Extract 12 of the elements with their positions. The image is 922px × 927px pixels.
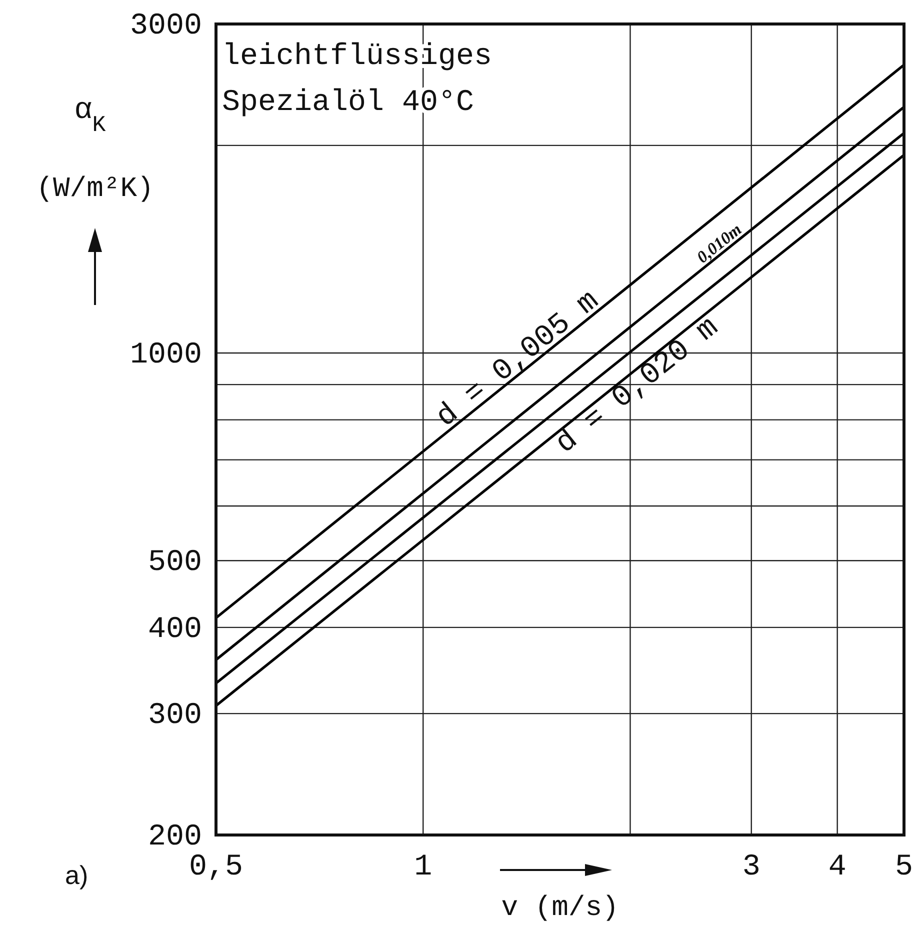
- text: α$_{K}$ (W/m²K): [36, 94, 154, 205]
- x-axis-title: v (m/s): [501, 893, 619, 924]
- y-tick-label: 500: [148, 546, 202, 580]
- x-tick-label: 5: [894, 850, 914, 884]
- x-tick-label: 3: [742, 850, 760, 884]
- y-tick-label: 400: [148, 613, 202, 648]
- x-tick-label: 4: [828, 850, 846, 884]
- text: a): [65, 860, 88, 890]
- y-tick-label: 3000: [130, 10, 202, 44]
- y-tick-label: 300: [148, 699, 202, 734]
- x-tick-label: 1: [414, 850, 432, 884]
- y-tick-label: 1000: [130, 338, 202, 373]
